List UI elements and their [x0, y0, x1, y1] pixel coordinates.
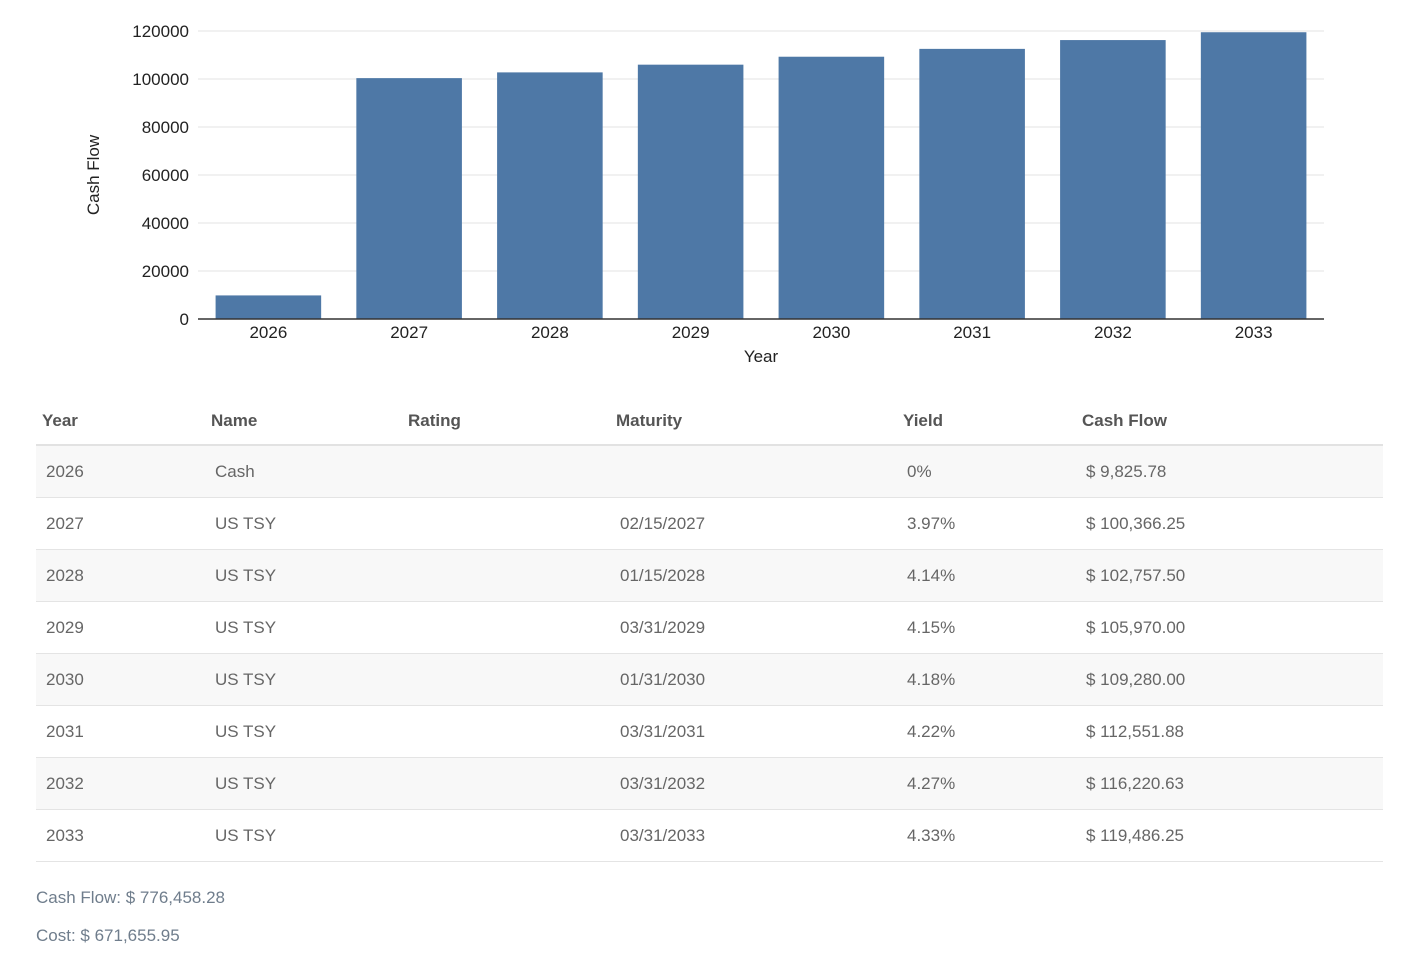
cell-maturity [610, 445, 897, 498]
cell-cash-flow: $ 102,757.50 [1076, 549, 1383, 602]
cell-cash-flow: $ 119,486.25 [1076, 809, 1383, 862]
bar-2033[interactable] [1200, 32, 1307, 319]
cell-maturity: 03/31/2032 [610, 757, 897, 810]
cell-maturity: 03/31/2031 [610, 705, 897, 758]
table-row: 2029 US TSY 03/31/2029 4.15% $ 105,970.00 [36, 601, 1383, 654]
x-tick-label: 2030 [812, 323, 850, 342]
cell-yield: 3.97% [897, 497, 1076, 550]
cell-name: US TSY [205, 601, 402, 654]
cell-yield: 4.33% [897, 809, 1076, 862]
x-axis-title: Year [744, 347, 779, 366]
cell-maturity: 03/31/2029 [610, 601, 897, 654]
cell-name: Cash [205, 445, 402, 498]
y-tick-label: 0 [180, 310, 189, 329]
header-yield[interactable]: Yield [897, 398, 1076, 446]
cell-cash-flow: $ 9,825.78 [1076, 445, 1383, 498]
cell-name: US TSY [205, 653, 402, 706]
cell-yield: 4.22% [897, 705, 1076, 758]
table-row: 2030 US TSY 01/31/2030 4.18% $ 109,280.00 [36, 653, 1383, 706]
bar-2032[interactable] [1060, 40, 1166, 319]
y-tick-label: 20000 [142, 262, 189, 281]
y-axis-title: Cash Flow [84, 134, 103, 215]
x-tick-label: 2028 [531, 323, 569, 342]
cell-year: 2026 [36, 445, 205, 498]
holdings-table: Year Name Rating Maturity Yield Cash Flo… [36, 398, 1383, 862]
table-row: 2027 US TSY 02/15/2027 3.97% $ 100,366.25 [36, 497, 1383, 550]
table-row: 2031 US TSY 03/31/2031 4.22% $ 112,551.88 [36, 705, 1383, 758]
cell-rating [402, 445, 610, 498]
x-axis-ticks: 2026 2027 2028 2029 2030 2031 2032 2033 [249, 323, 1272, 342]
bar-2028[interactable] [497, 72, 603, 319]
header-name[interactable]: Name [205, 398, 402, 446]
x-tick-label: 2027 [390, 323, 428, 342]
cell-year: 2031 [36, 705, 205, 758]
x-tick-label: 2031 [953, 323, 991, 342]
cell-rating [402, 497, 610, 550]
cell-rating [402, 601, 610, 654]
header-rating[interactable]: Rating [402, 398, 610, 446]
cell-yield: 4.18% [897, 653, 1076, 706]
cell-year: 2033 [36, 809, 205, 862]
y-tick-label: 120000 [132, 22, 189, 41]
bar-2031[interactable] [919, 48, 1025, 319]
header-maturity[interactable]: Maturity [610, 398, 897, 446]
cell-cash-flow: $ 112,551.88 [1076, 705, 1383, 758]
header-cash-flow[interactable]: Cash Flow [1076, 398, 1383, 446]
cell-name: US TSY [205, 809, 402, 862]
x-tick-label: 2029 [672, 323, 710, 342]
cell-rating [402, 757, 610, 810]
cell-cash-flow: $ 116,220.63 [1076, 757, 1383, 810]
cell-rating [402, 705, 610, 758]
table-row: 2033 US TSY 03/31/2033 4.33% $ 119,486.25 [36, 809, 1383, 862]
table-row: 2032 US TSY 03/31/2032 4.27% $ 116,220.63 [36, 757, 1383, 810]
cell-cash-flow: $ 109,280.00 [1076, 653, 1383, 706]
x-tick-label: 2026 [249, 323, 287, 342]
cell-yield: 0% [897, 445, 1076, 498]
table-row: 2028 US TSY 01/15/2028 4.14% $ 102,757.50 [36, 549, 1383, 602]
cell-year: 2029 [36, 601, 205, 654]
x-tick-label: 2033 [1235, 323, 1273, 342]
y-tick-label: 60000 [142, 166, 189, 185]
table-header-row: Year Name Rating Maturity Yield Cash Flo… [36, 398, 1383, 446]
bar-2026[interactable] [215, 295, 322, 319]
cell-maturity: 01/15/2028 [610, 549, 897, 602]
header-year[interactable]: Year [36, 398, 205, 446]
cell-maturity: 02/15/2027 [610, 497, 897, 550]
cell-year: 2028 [36, 549, 205, 602]
cell-rating [402, 549, 610, 602]
cell-maturity: 03/31/2033 [610, 809, 897, 862]
cell-maturity: 01/31/2030 [610, 653, 897, 706]
cell-yield: 4.27% [897, 757, 1076, 810]
cell-year: 2030 [36, 653, 205, 706]
y-tick-label: 40000 [142, 214, 189, 233]
summary-cost: Cost: $ 671,655.95 [36, 926, 180, 945]
cell-name: US TSY [205, 497, 402, 550]
summary-cash-flow: Cash Flow: $ 776,458.28 [36, 888, 226, 907]
chart-bars [215, 32, 1307, 320]
table-row: 2026 Cash 0% $ 9,825.78 [36, 445, 1383, 498]
cell-year: 2027 [36, 497, 205, 550]
bar-2030[interactable] [778, 56, 885, 320]
cell-rating [402, 653, 610, 706]
cell-yield: 4.14% [897, 549, 1076, 602]
cell-rating [402, 809, 610, 862]
cell-cash-flow: $ 100,366.25 [1076, 497, 1383, 550]
cell-name: US TSY [205, 549, 402, 602]
cell-name: US TSY [205, 757, 402, 810]
bar-2027[interactable] [356, 78, 462, 319]
cell-year: 2032 [36, 757, 205, 810]
y-tick-label: 100000 [132, 70, 189, 89]
y-axis-ticks: 0 20000 40000 60000 80000 100000 120000 [132, 22, 189, 329]
y-tick-label: 80000 [142, 118, 189, 137]
cell-cash-flow: $ 105,970.00 [1076, 601, 1383, 654]
cell-yield: 4.15% [897, 601, 1076, 654]
bar-2029[interactable] [637, 64, 744, 319]
x-tick-label: 2032 [1094, 323, 1132, 342]
holdings-table-container: Year Name Rating Maturity Yield Cash Flo… [36, 398, 1383, 862]
cell-name: US TSY [205, 705, 402, 758]
